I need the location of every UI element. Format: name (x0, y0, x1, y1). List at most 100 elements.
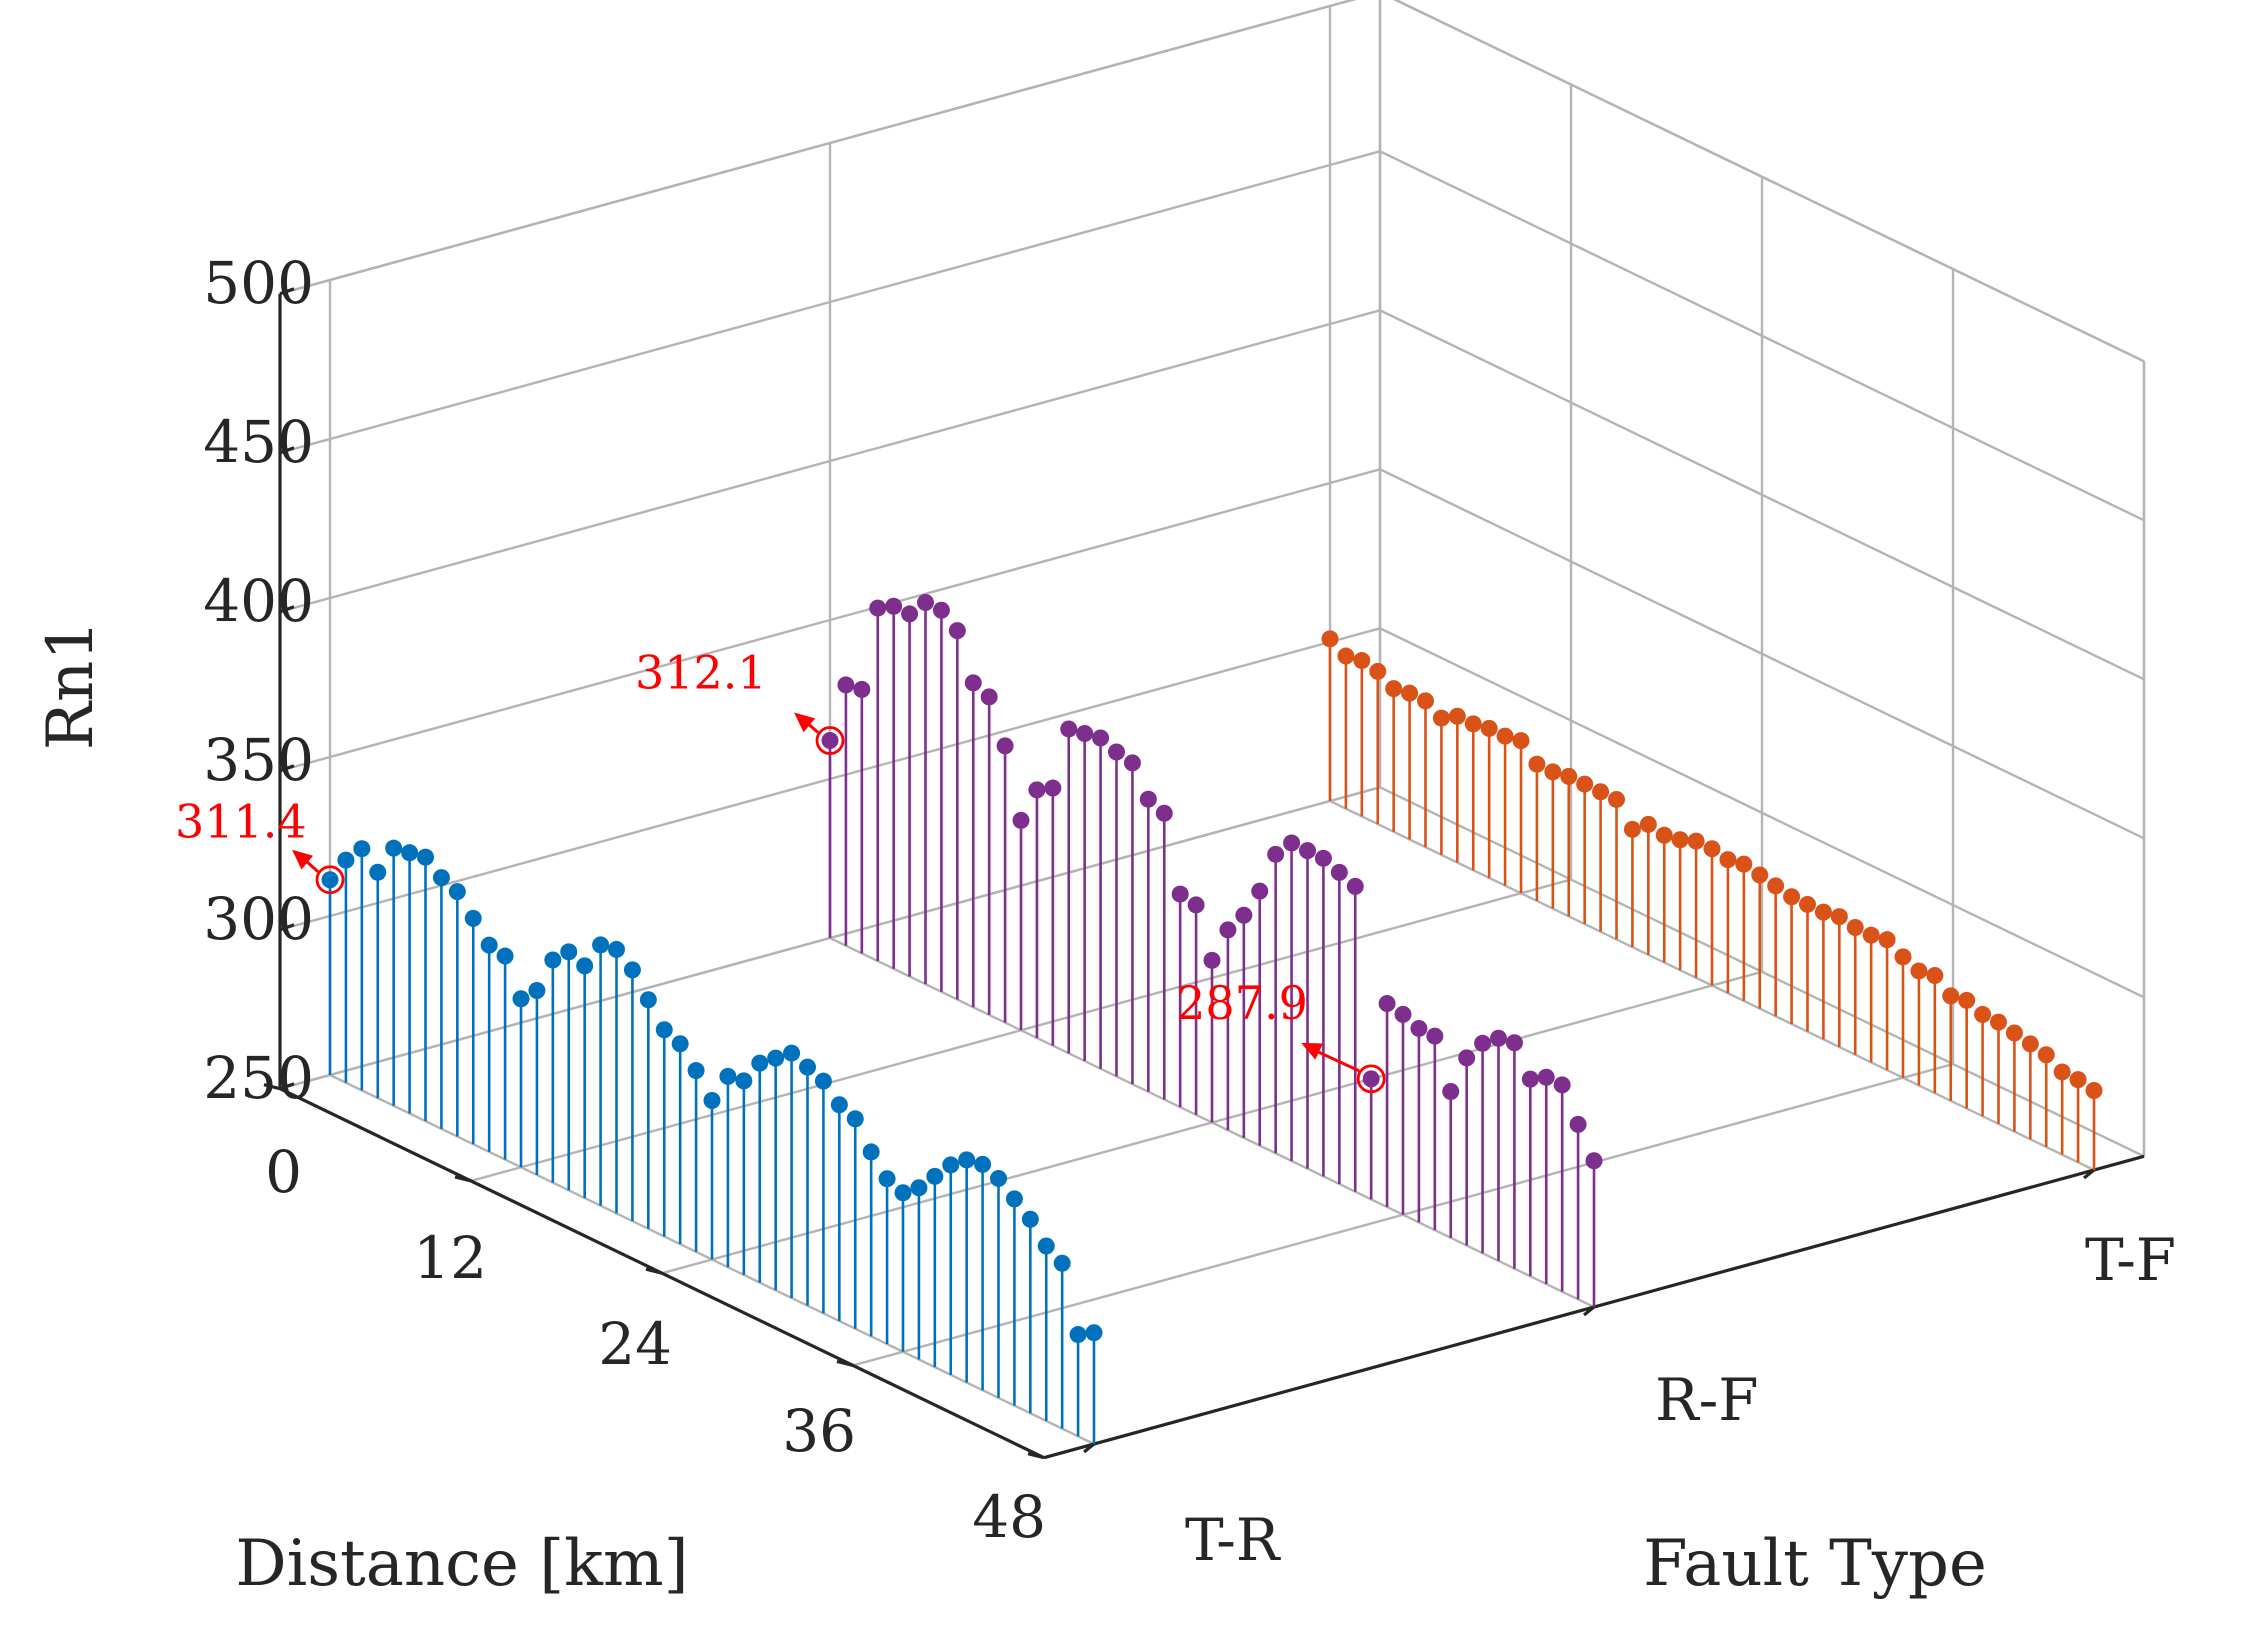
x-tick-label: 24 (598, 1310, 672, 1378)
stem-marker (2085, 1082, 2103, 1099)
stem-marker (1108, 743, 1125, 761)
stem-marker (830, 1096, 848, 1114)
stem-marker (917, 594, 934, 612)
grid-edge (1393, 0, 2145, 363)
axis-layer (263, 287, 2145, 1460)
stem-marker (862, 1143, 880, 1161)
annotation: 312.1 (635, 646, 845, 755)
z-tick (279, 764, 295, 773)
series-layer (321, 594, 2103, 1444)
stem-marker (837, 676, 855, 694)
stem-marker (869, 599, 887, 617)
stem-marker (1203, 951, 1221, 969)
stem-marker (1505, 1034, 1523, 1052)
x-tick (1027, 1452, 1045, 1460)
annotation-arrowhead (292, 849, 314, 870)
z-tick-label: 450 (203, 408, 314, 476)
stem-marker (1028, 781, 1046, 799)
stem-marker (512, 990, 530, 1008)
stem-marker (894, 1184, 912, 1202)
stem-marker (1719, 851, 1737, 869)
stem-marker (1655, 826, 1673, 844)
stem-marker (1544, 763, 1562, 781)
stem-marker (448, 883, 466, 901)
stem-marker (964, 674, 982, 692)
stem-marker (1394, 1005, 1412, 1023)
y-tick-label: T-R (1185, 1506, 1282, 1574)
stem-marker (1783, 888, 1801, 906)
stem-marker (1458, 1049, 1476, 1067)
stem-marker (1139, 790, 1157, 808)
stem-marker (1942, 987, 1960, 1005)
stem-marker (751, 1054, 769, 1072)
stem-marker (1576, 775, 1594, 793)
stem-marker (1053, 1254, 1071, 1272)
stem-marker (576, 957, 594, 975)
stem-marker (2037, 1046, 2055, 1064)
annotation-layer: 311.4 312.1 287.9 (175, 646, 1386, 1094)
stem-marker (671, 1035, 689, 1053)
stem-marker (932, 601, 950, 619)
stem-marker (1432, 709, 1450, 727)
stem-marker (1862, 926, 1880, 944)
annotation-ring (1356, 1064, 1386, 1094)
x-tick (836, 1359, 854, 1368)
stem-marker (1608, 790, 1625, 808)
stem-marker (821, 732, 839, 750)
stem-marker (369, 863, 387, 881)
stem-marker (703, 1092, 721, 1109)
stem-marker (1592, 783, 1610, 801)
annotation: 287.9 (1176, 976, 1386, 1094)
stem-marker (1369, 662, 1387, 680)
stem-marker (1553, 1076, 1571, 1094)
stem-marker (1417, 692, 1434, 710)
stem-marker (783, 1044, 801, 1062)
stem-marker (1528, 755, 1546, 773)
z-tick-label: 400 (203, 567, 314, 635)
stem-marker (846, 1110, 864, 1128)
stem-marker (1123, 754, 1141, 772)
stem-marker (926, 1167, 944, 1185)
stem-marker (1267, 845, 1285, 863)
stem-marker (1362, 1070, 1380, 1088)
grid-layer (279, 0, 2146, 1459)
stem-marker (1321, 630, 1339, 648)
stem-marker (1346, 877, 1364, 895)
stem-marker (1735, 855, 1753, 873)
stem-marker (990, 1169, 1007, 1187)
stem-marker (1426, 1027, 1444, 1045)
stem-marker (1830, 908, 1848, 926)
stem-marker (1639, 815, 1657, 833)
stem-marker (1878, 931, 1896, 949)
stem-marker (980, 688, 998, 706)
stem-marker (974, 1155, 992, 1173)
stem-marker (1021, 1210, 1039, 1228)
z-tick-label: 350 (203, 726, 314, 794)
stem-marker (1751, 866, 1769, 884)
stem-marker (853, 680, 871, 698)
stem-marker (1187, 896, 1205, 914)
stem-marker (942, 1156, 960, 1174)
stem-marker (948, 622, 966, 640)
stem-marker (1894, 948, 1912, 966)
stem-marker (1846, 918, 1864, 936)
stem-marker (1283, 834, 1301, 852)
stem-marker (1990, 1013, 2007, 1031)
z-tick (279, 923, 295, 932)
stem-marker (1585, 1152, 1603, 1170)
stem-marker (321, 871, 339, 889)
z-tick-label: 250 (203, 1044, 314, 1112)
stem-marker (1671, 831, 1689, 849)
annotation-ring (315, 865, 345, 895)
x-tick (454, 1175, 472, 1183)
y-axis-label: Fault Type (1643, 1527, 1987, 1601)
stem-marker (1560, 767, 1578, 785)
stem-marker (1337, 647, 1355, 665)
stem-marker (1085, 1324, 1103, 1342)
z-tick (279, 446, 295, 455)
x-tick-label: 0 (265, 1138, 302, 1206)
grid-edge (279, 0, 1357, 295)
series-T-R (321, 839, 1103, 1444)
stem-marker (2005, 1024, 2023, 1042)
